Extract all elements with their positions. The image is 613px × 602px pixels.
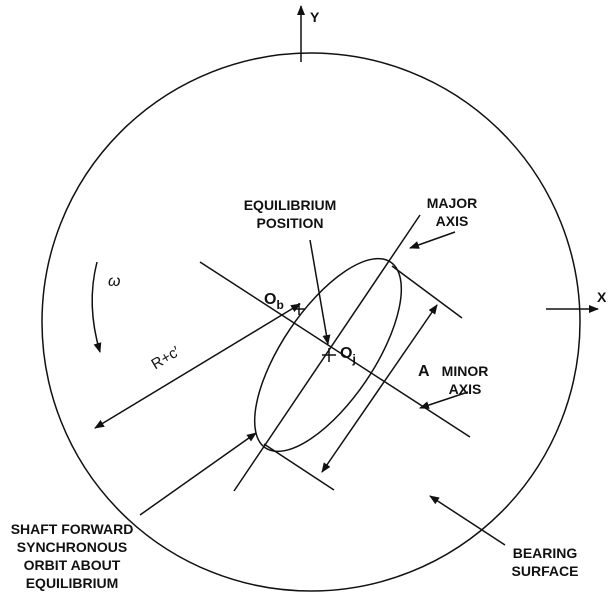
minor-axis-label: MINOR xyxy=(442,363,489,379)
x-label: X xyxy=(597,289,607,305)
equilibrium-label: EQUILIBRIUM xyxy=(244,197,337,213)
orbit-label: ORBIT ABOUT xyxy=(24,557,121,573)
ob-main: O xyxy=(264,291,276,308)
pointer xyxy=(429,495,506,546)
bearing-circle xyxy=(41,52,581,592)
tangent-line xyxy=(263,443,335,491)
pointer xyxy=(139,432,257,516)
y-label: Y xyxy=(310,9,320,25)
ob-sub: b xyxy=(276,298,283,312)
bearing-surface-label: BEARING xyxy=(513,545,578,561)
amplitude-arrow xyxy=(321,304,438,473)
pointer xyxy=(309,239,331,345)
ob-label: Ob xyxy=(264,291,284,312)
tangent-line xyxy=(391,265,463,319)
major-axis-label: MAJOR xyxy=(427,195,478,211)
omega-label: ω xyxy=(108,273,120,290)
major-axis-label: AXIS xyxy=(436,213,469,229)
omega-arrow xyxy=(91,261,102,353)
major-axis-line xyxy=(233,214,421,492)
amplitude-label: A xyxy=(418,363,430,380)
radius-arrow xyxy=(94,303,301,429)
minor-axis-label: AXIS xyxy=(449,381,482,397)
oj-main: O xyxy=(340,345,352,362)
radius-label: R+c′ xyxy=(148,343,183,373)
equilibrium-label: POSITION xyxy=(257,215,324,231)
bearing-surface-label: SURFACE xyxy=(512,563,579,579)
orbit-label: EQUILIBRIUM xyxy=(26,575,119,591)
pointer xyxy=(419,391,469,409)
orbit-label: SYNCHRONOUS xyxy=(17,539,127,555)
oj-sub: j xyxy=(351,352,355,366)
pointer xyxy=(409,231,456,249)
minor-axis-line xyxy=(199,261,471,438)
oj-label: Oj xyxy=(340,345,356,366)
orbit-label: SHAFT FORWARD xyxy=(11,521,134,537)
